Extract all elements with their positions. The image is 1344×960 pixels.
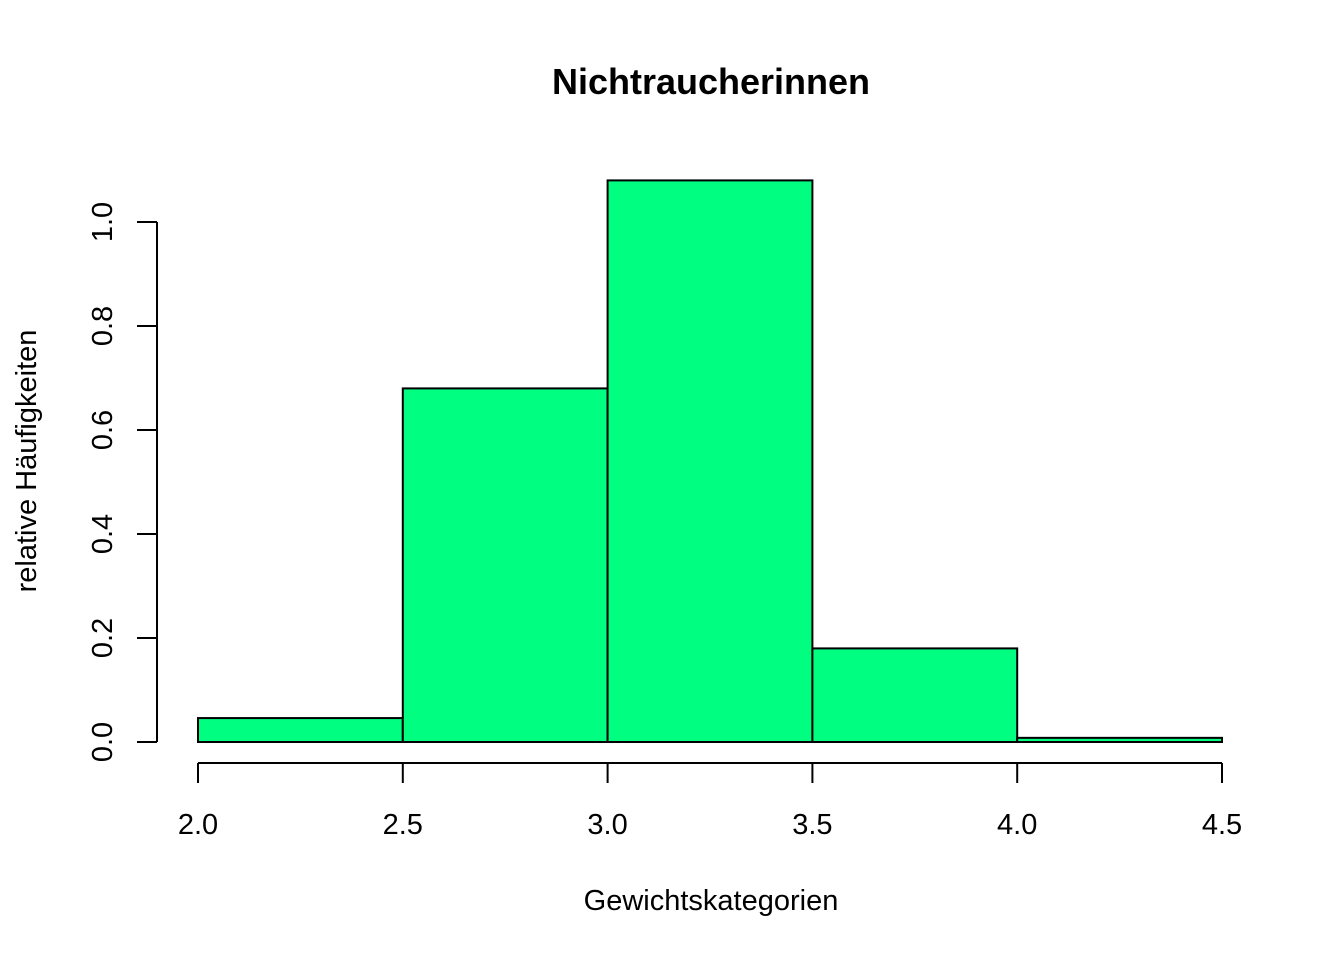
histogram-bar-1 [197,717,404,744]
histogram-bar-4 [811,647,1019,744]
y-axis: 0.0 0.2 0.4 0.6 0.8 1.0 [87,202,158,762]
y-tick-label: 0.0 [87,722,119,762]
histogram-bar-3 [606,179,814,743]
histogram-bar-2 [401,387,609,743]
y-axis-label: relative Häufigkeiten [11,330,43,593]
y-tick-label: 0.8 [87,306,119,346]
x-tick-label: 2.5 [383,809,423,841]
x-axis-label: Gewichtskategorien [584,885,839,917]
y-tick-label: 0.2 [87,618,119,658]
y-tick-label: 0.6 [87,410,119,450]
chart-title: Nichtraucherinnen [552,61,870,102]
x-axis: 2.0 2.5 3.0 3.5 4.0 4.5 [178,762,1242,841]
y-tick-label: 0.4 [87,514,119,554]
x-tick-label: 3.5 [792,809,832,841]
bars-group [197,179,1224,744]
x-tick-label: 2.0 [178,809,218,841]
x-tick-label: 3.0 [587,809,627,841]
histogram-bar-5 [1016,736,1224,744]
x-tick-label: 4.5 [1202,809,1242,841]
y-tick-label: 1.0 [87,202,119,242]
x-tick-label: 4.0 [997,809,1037,841]
